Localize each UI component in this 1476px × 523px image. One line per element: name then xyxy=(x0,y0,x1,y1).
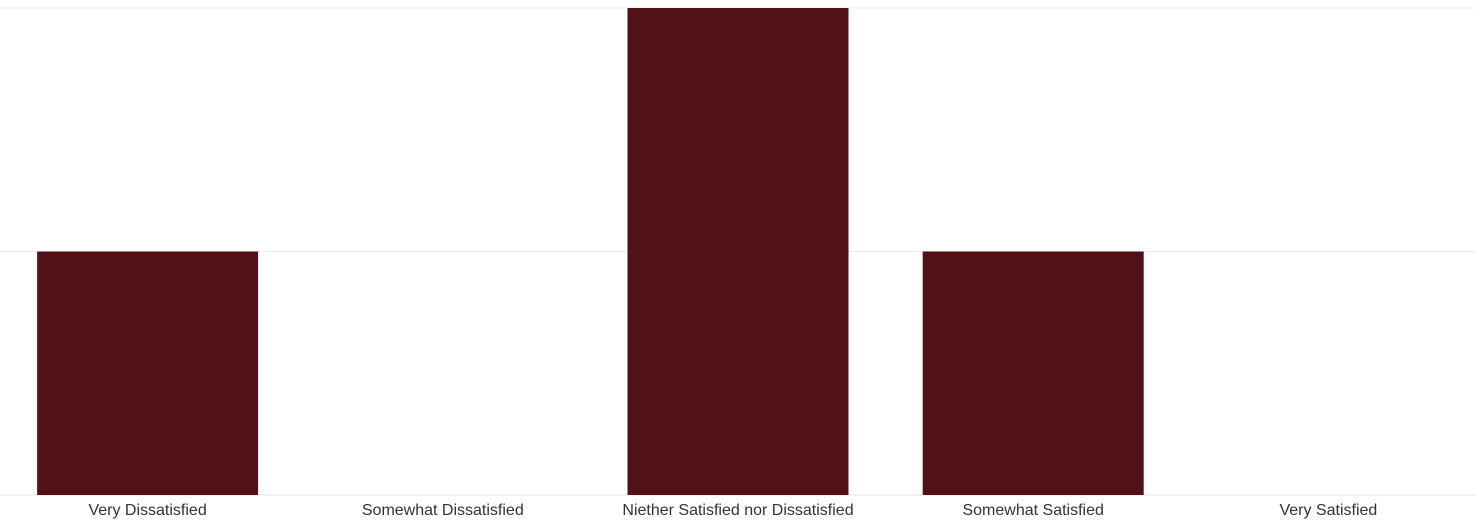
category-label-5: Very Satisfied xyxy=(1279,502,1377,519)
category-label-1: Very Dissatisfied xyxy=(88,502,206,519)
bar-4 xyxy=(922,251,1144,495)
category-label-3: Niether Satisfied nor Dissatisfied xyxy=(622,502,853,519)
category-labels: Very Dissatisfied Somewhat Dissatisfied Ni… xyxy=(88,502,1377,519)
category-label-2: Somewhat Dissatisfied xyxy=(362,502,524,519)
bars xyxy=(37,8,1144,495)
bar-1 xyxy=(37,251,259,495)
bar-3 xyxy=(627,8,849,495)
category-label-4: Somewhat Satisfied xyxy=(962,502,1103,519)
